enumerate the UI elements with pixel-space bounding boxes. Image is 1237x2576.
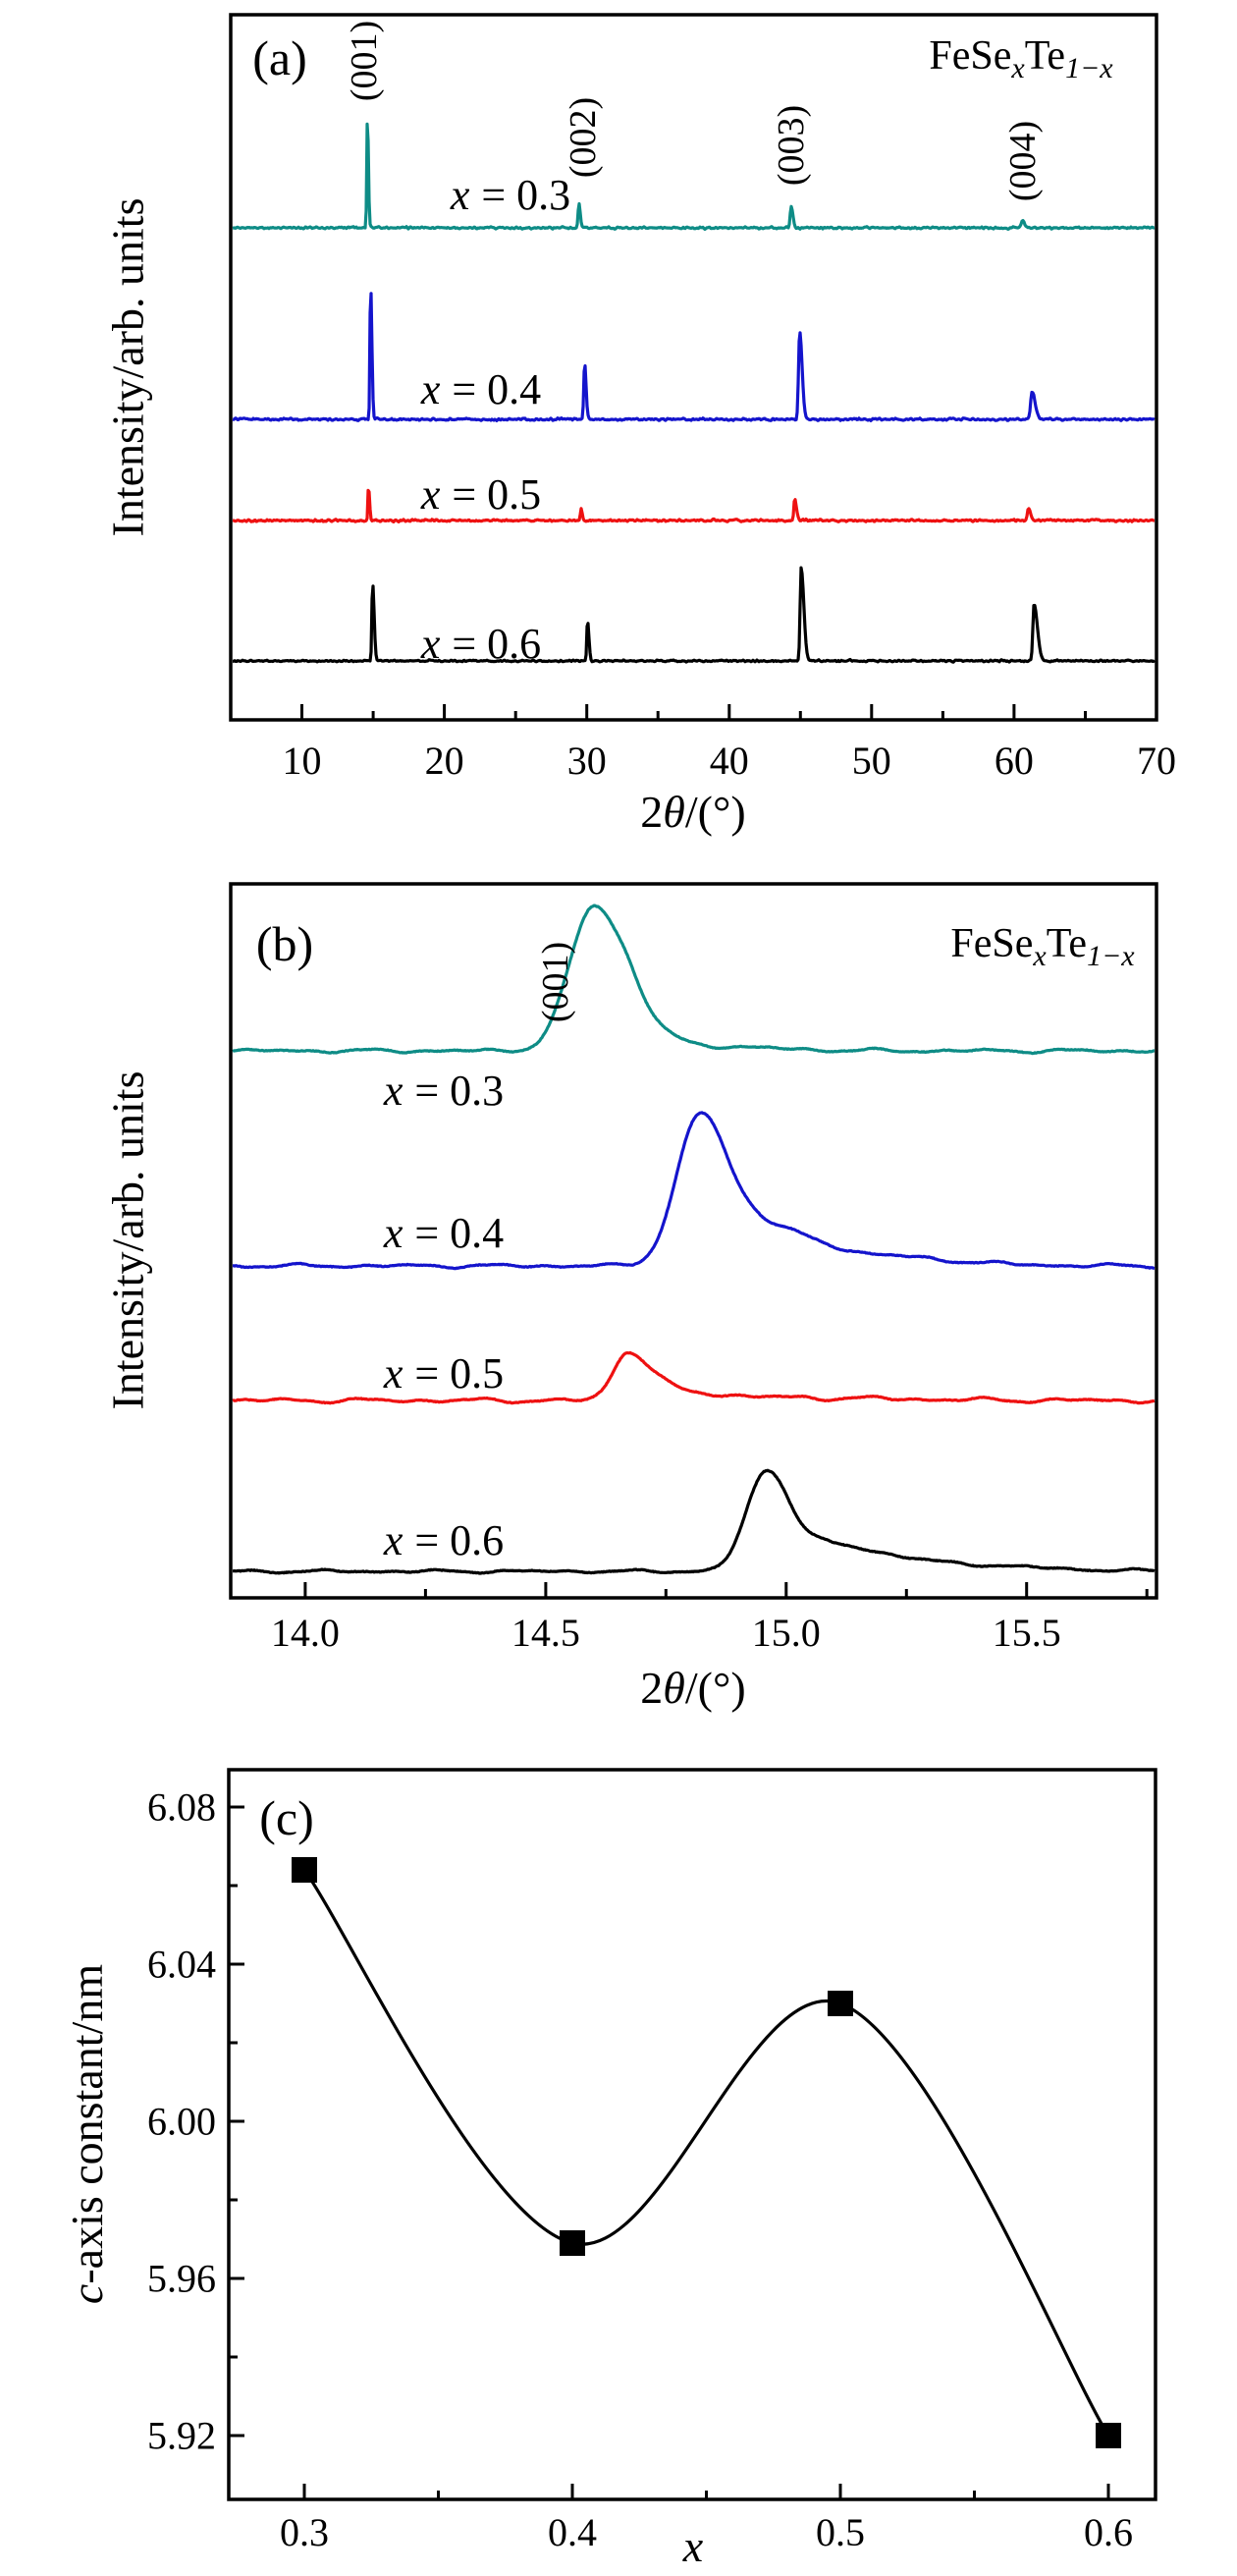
series-label-value: = 0.3 bbox=[414, 1067, 504, 1115]
x-title-part: /(°) bbox=[685, 1663, 746, 1713]
formula-base: FeSe bbox=[950, 921, 1033, 966]
panel-b-formula: FeSexTe1−x bbox=[950, 921, 1135, 972]
xrd-curve bbox=[232, 566, 1156, 664]
x-tick-label: 70 bbox=[1137, 739, 1176, 783]
series-label-var: x bbox=[383, 1067, 403, 1115]
x-title-theta: θ bbox=[663, 787, 685, 837]
x-title-part: 2 bbox=[640, 1663, 663, 1713]
data-point-marker bbox=[828, 1991, 853, 2016]
series-label-value: = 0.4 bbox=[452, 365, 541, 413]
panel-b-plot: 14.0 14.5 15.0 15.5x = 0.3x = 0.4x = 0.5x = 0.6… bbox=[229, 882, 1158, 1655]
series-label: x = 0.5 bbox=[383, 1349, 504, 1398]
xrd-curve bbox=[232, 122, 1156, 231]
x-tick-label: 0.5 bbox=[816, 2510, 865, 2554]
x-tick-label: 30 bbox=[567, 739, 607, 783]
series-label-var: x bbox=[383, 1516, 403, 1564]
y-tick-label: 6.08 bbox=[147, 1785, 216, 1830]
panel-b-tag: (b) bbox=[256, 916, 313, 971]
series-label: x = 0.6 bbox=[383, 1516, 504, 1564]
plot-border bbox=[229, 13, 1158, 722]
series-label-value: = 0.5 bbox=[452, 470, 541, 519]
y-tick-label: 6.04 bbox=[147, 1943, 216, 1987]
y-tick-label: 5.96 bbox=[147, 2257, 216, 2301]
x-tick-label: 40 bbox=[710, 739, 749, 783]
xrd-curve bbox=[232, 1350, 1156, 1405]
x-tick-label: 10 bbox=[283, 739, 322, 783]
formula-subscript: 1−x bbox=[1065, 52, 1113, 84]
series-label-var: x bbox=[383, 1209, 403, 1257]
x-tick-label: 14.0 bbox=[271, 1611, 340, 1655]
x-tick-label: 60 bbox=[995, 739, 1034, 783]
series-label-value: = 0.3 bbox=[481, 171, 570, 219]
x-title-part: /(°) bbox=[685, 787, 746, 837]
series-label-var: x bbox=[450, 171, 470, 219]
peak-hkl-label: (003) bbox=[771, 105, 812, 186]
series-label-value: = 0.6 bbox=[414, 1516, 504, 1564]
panel-a-formula: FeSexTe1−x bbox=[929, 33, 1113, 84]
panel-a-plot: 10 20 30 40 50 60 70x = 0.3x = 0.4x = 0.5x = 0.6(0… bbox=[229, 13, 1176, 783]
panel-a-y-axis-title: Intensity/arb. units bbox=[103, 198, 153, 537]
panel-a-tag: (a) bbox=[252, 30, 307, 85]
formula-base: Te bbox=[1025, 33, 1065, 79]
data-point-marker bbox=[1096, 2423, 1121, 2448]
panel-c-plot: 0.3 0.4 0.5 0.6 5.92 5.96 6.00 6.04 6.08 bbox=[147, 1768, 1157, 2554]
peak-hkl-label: (002) bbox=[563, 97, 604, 178]
x-tick-label: 0.4 bbox=[548, 2510, 597, 2554]
x-tick-label: 15.5 bbox=[993, 1611, 1061, 1655]
y-title-var: c bbox=[62, 2284, 112, 2304]
peak-hkl-label: (004) bbox=[1002, 121, 1044, 201]
y-tick-label: 6.00 bbox=[147, 2100, 216, 2144]
series-label-value: = 0.4 bbox=[414, 1209, 504, 1257]
xrd-curve bbox=[232, 1468, 1156, 1575]
y-title-rest: -axis constant/nm bbox=[62, 1964, 112, 2284]
x-title-theta: θ bbox=[663, 1663, 685, 1713]
data-point-marker bbox=[560, 2230, 585, 2256]
x-tick-label: 14.5 bbox=[511, 1611, 580, 1655]
formula-subscript: x bbox=[1032, 940, 1047, 972]
data-point-marker bbox=[292, 1857, 317, 1883]
x-tick-label: 20 bbox=[425, 739, 464, 783]
panel-b-x-axis-title: 2θ/(°) bbox=[640, 1663, 745, 1713]
spline-curve bbox=[302, 1869, 1110, 2437]
series-label-var: x bbox=[383, 1349, 403, 1398]
panel-c-tag: (c) bbox=[259, 1790, 314, 1845]
formula-subscript: x bbox=[1010, 52, 1025, 84]
series-label: x = 0.6 bbox=[420, 620, 541, 668]
y-tick-label: 5.92 bbox=[147, 2414, 216, 2458]
panel-b-y-axis-title: Intensity/arb. units bbox=[103, 1071, 153, 1410]
plot-border bbox=[229, 882, 1158, 1600]
x-tick-label: 50 bbox=[852, 739, 891, 783]
panel-c-y-axis-title: c-axis constant/nm bbox=[62, 1964, 112, 2304]
peak-hkl-label: (001) bbox=[344, 21, 385, 101]
formula-subscript: 1−x bbox=[1087, 940, 1135, 972]
x-tick-label: 0.3 bbox=[280, 2510, 329, 2554]
series-label-var: x bbox=[420, 365, 441, 413]
series-label: x = 0.4 bbox=[383, 1209, 504, 1257]
formula-base: Te bbox=[1047, 921, 1087, 966]
panel-a-x-axis-title: 2θ/(°) bbox=[640, 787, 745, 837]
series-label: x = 0.3 bbox=[383, 1067, 504, 1115]
xrd-curve bbox=[232, 488, 1156, 523]
series-label-value: = 0.6 bbox=[452, 620, 541, 668]
peak-hkl-label: (001) bbox=[535, 942, 576, 1022]
xrd-curve bbox=[232, 1111, 1156, 1271]
plot-border bbox=[227, 1768, 1157, 2501]
xrd-curve bbox=[232, 904, 1156, 1056]
series-label-var: x bbox=[420, 620, 441, 668]
series-label: x = 0.4 bbox=[420, 365, 541, 413]
formula-base: FeSe bbox=[929, 33, 1011, 79]
series-label-value: = 0.5 bbox=[414, 1349, 504, 1398]
series-label: x = 0.5 bbox=[420, 470, 541, 519]
xrd-curve bbox=[232, 292, 1156, 422]
x-tick-label: 0.6 bbox=[1084, 2510, 1133, 2554]
panel-c-x-axis-title: x bbox=[682, 2521, 704, 2571]
series-label: x = 0.3 bbox=[450, 171, 570, 219]
series-label-var: x bbox=[420, 470, 441, 519]
x-tick-label: 15.0 bbox=[752, 1611, 821, 1655]
x-title-part: 2 bbox=[640, 787, 663, 837]
